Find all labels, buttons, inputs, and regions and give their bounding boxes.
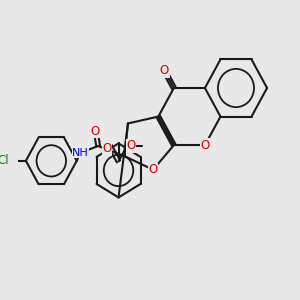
Text: O: O: [148, 163, 158, 176]
Text: O: O: [126, 140, 135, 152]
Text: O: O: [200, 139, 210, 152]
Text: Cl: Cl: [0, 154, 9, 167]
Text: O: O: [160, 64, 169, 77]
Text: O: O: [91, 125, 100, 138]
Text: NH: NH: [72, 148, 89, 158]
Text: O: O: [103, 142, 112, 155]
